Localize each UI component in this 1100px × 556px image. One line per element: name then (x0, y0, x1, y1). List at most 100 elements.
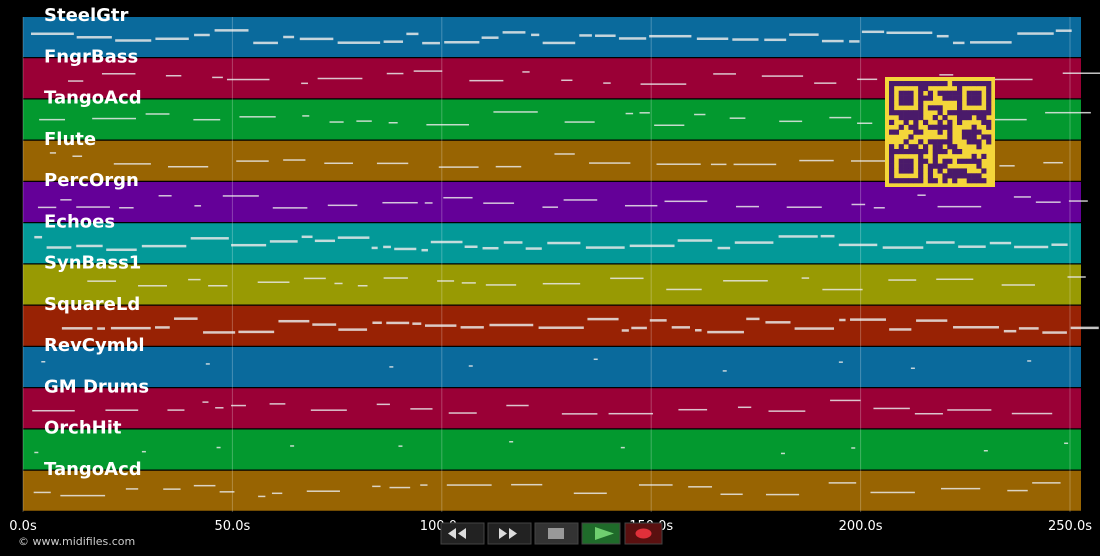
qr-module (947, 119, 953, 126)
note (621, 329, 629, 332)
qr-module (957, 90, 963, 96)
qr-module (966, 95, 972, 101)
qr-module (947, 173, 953, 179)
qr-module (932, 124, 938, 130)
qr-module (898, 110, 904, 116)
note (87, 280, 117, 282)
fast-forward-button[interactable] (487, 522, 532, 545)
note (337, 41, 381, 44)
note (101, 73, 136, 75)
qr-module (893, 81, 900, 87)
qr-module (976, 81, 982, 87)
qr-module (976, 178, 982, 184)
play-button[interactable] (581, 522, 621, 545)
qr-module (942, 163, 948, 169)
note (737, 406, 752, 409)
qr-module (918, 139, 924, 145)
note (76, 244, 103, 248)
note (889, 328, 912, 331)
qr-module (889, 100, 895, 106)
qr-module (932, 144, 938, 150)
note (914, 412, 943, 415)
qr-module (889, 119, 895, 126)
note (603, 82, 611, 84)
qr-module (893, 178, 900, 184)
qr-module (889, 81, 895, 87)
qr-module (923, 95, 929, 101)
qr-module (923, 158, 929, 164)
qr-module (957, 85, 963, 92)
qr-module (908, 144, 914, 150)
note (765, 321, 791, 324)
stop-button[interactable] (534, 522, 579, 545)
qr-module (913, 119, 919, 126)
record-button[interactable] (624, 522, 663, 545)
qr-code (885, 77, 995, 187)
qr-module (947, 168, 953, 174)
note (695, 329, 702, 332)
note (485, 284, 517, 286)
track-label: SynBass1 (44, 253, 141, 274)
note (337, 236, 370, 239)
qr-module (957, 119, 963, 126)
note (32, 409, 75, 412)
qr-module (971, 139, 977, 145)
note (420, 484, 428, 486)
qr-module (986, 110, 992, 116)
note (39, 118, 66, 121)
qr-module (927, 173, 934, 179)
note (1070, 326, 1099, 330)
rewind-button[interactable] (440, 522, 485, 545)
note (638, 484, 673, 486)
note (33, 491, 51, 494)
qr-module (976, 139, 982, 145)
note (1043, 161, 1063, 164)
note (76, 36, 112, 39)
qr-module (957, 105, 963, 111)
qr-module (937, 105, 943, 111)
note (733, 163, 777, 166)
qr-module (966, 158, 972, 164)
qr-module (971, 110, 977, 116)
note (193, 484, 216, 487)
note (780, 452, 785, 455)
qr-module (893, 110, 900, 116)
note (511, 483, 543, 486)
time-tick-label: 0.0s (9, 519, 37, 534)
qr-module (898, 168, 904, 174)
note (593, 358, 598, 361)
note (41, 361, 46, 363)
qr-module (927, 95, 934, 101)
note (734, 241, 774, 244)
note (165, 74, 182, 77)
note (654, 124, 685, 126)
note (444, 41, 480, 44)
note (113, 163, 151, 165)
qr-module (947, 124, 953, 130)
qr-module (889, 105, 895, 111)
qr-module (942, 81, 948, 87)
note (422, 41, 440, 45)
note (269, 240, 298, 243)
qr-module (937, 110, 943, 116)
note (190, 237, 229, 240)
qr-module (918, 115, 924, 121)
note (573, 492, 607, 495)
qr-module (981, 168, 987, 174)
note (723, 280, 768, 282)
note (735, 205, 759, 208)
note (1067, 276, 1086, 278)
note (145, 113, 170, 115)
note (707, 330, 744, 334)
note (371, 246, 378, 250)
qr-module (981, 81, 987, 87)
qr-module (961, 129, 968, 135)
qr-module (908, 168, 914, 174)
qr-module (981, 110, 987, 116)
note (443, 196, 473, 199)
qr-module (961, 134, 968, 140)
note (115, 39, 152, 42)
qr-module (957, 110, 963, 116)
qr-module (957, 149, 963, 155)
qr-module (947, 158, 953, 164)
